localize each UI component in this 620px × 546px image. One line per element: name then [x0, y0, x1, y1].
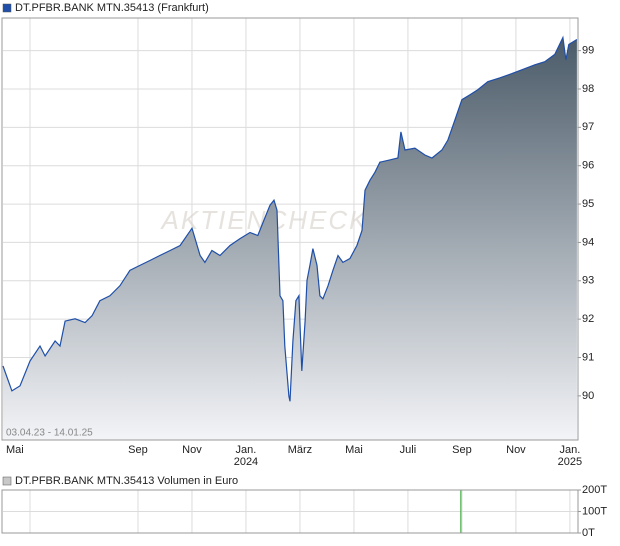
y-tick-label: 97 [582, 121, 594, 133]
x-tick-label: Jan. [560, 444, 581, 456]
area [3, 37, 577, 440]
x-tick-label: Jan. [236, 444, 257, 456]
y-tick-label: 91 [582, 351, 594, 363]
x-tick-label: Nov [506, 444, 526, 456]
legend-title: DT.PFBR.BANK MTN.35413 (Frankfurt) [15, 2, 209, 14]
legend-swatch [2, 3, 12, 13]
legend-swatch [2, 476, 12, 486]
plot-frame [1, 17, 579, 441]
y-tick-label: 96 [582, 160, 594, 172]
y-tick-label: 100T [582, 505, 607, 517]
volume-bar [460, 490, 462, 533]
y-tick-label: 94 [582, 236, 594, 248]
date-range: 03.04.23 - 14.01.25 [6, 428, 93, 439]
x-year-label: 2025 [558, 456, 582, 468]
x-tick-label: Juli [400, 444, 417, 456]
y-tick-label: 92 [582, 313, 594, 325]
x-year-label: 2024 [234, 456, 258, 468]
y-tick-label: 200T [582, 484, 607, 496]
x-tick-label: Sep [128, 444, 148, 456]
y-tick-label: 93 [582, 275, 594, 287]
x-tick-label: März [288, 444, 312, 456]
y-tick-label: 95 [582, 198, 594, 210]
y-tick-label: 98 [582, 83, 594, 95]
x-tick-label: Sep [452, 444, 472, 456]
x-tick-label: Nov [182, 444, 202, 456]
x-tick-label: Mai [6, 444, 24, 456]
x-tick-label: Mai [345, 444, 363, 456]
y-tick-label: 0T [582, 527, 595, 539]
y-tick-label: 90 [582, 390, 594, 402]
y-tick-label: 99 [582, 45, 594, 57]
legend-title: DT.PFBR.BANK MTN.35413 Volumen in Euro [15, 475, 238, 487]
price-line [2, 35, 578, 402]
